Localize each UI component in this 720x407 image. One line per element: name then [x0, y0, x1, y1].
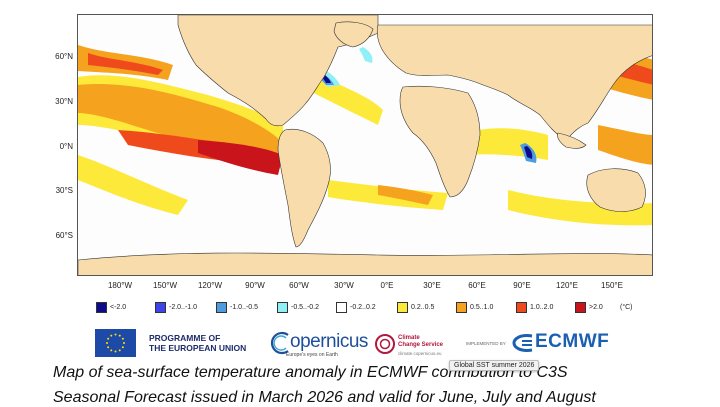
c3s-emblem-icon: [375, 334, 395, 354]
lon-label-90w: 90°W: [245, 281, 265, 290]
eu-star: [107, 337, 110, 340]
lat-label-60s: 60°S: [55, 231, 73, 240]
legend-label: -0.5..-0.2: [291, 303, 320, 311]
legend-item: -0.2..0.2: [336, 301, 376, 313]
western-pacific-warm: [598, 125, 652, 165]
eu-line-2: THE EUROPEAN UNION: [149, 343, 247, 353]
eu-star: [114, 350, 117, 353]
c3s-logo: [374, 333, 396, 360]
legend-label: -2.0..-1.0: [169, 303, 198, 311]
lat-label-60n: 60°N: [55, 52, 73, 61]
legend-item: 0.5..1.0: [456, 301, 493, 313]
lon-label-150w: 150°W: [152, 281, 178, 290]
lon-label-60w: 60°W: [289, 281, 309, 290]
lon-label-30e: 30°E: [423, 281, 441, 290]
legend-swatch: [397, 301, 408, 313]
ecmwf-logo: [512, 333, 534, 358]
legend-swatch: [336, 301, 347, 313]
c3s-url: climate.copernicus.eu: [398, 351, 442, 356]
legend-swatch: [96, 301, 107, 313]
image-tooltip: Global SST summer 2026: [449, 360, 540, 371]
c3s-name: Climate Change Service: [398, 335, 443, 349]
greenland: [333, 21, 374, 48]
legend-item: 1.0..2.0: [516, 301, 553, 313]
implemented-by-label: IMPLEMENTED BY: [466, 341, 506, 346]
copernicus-tagline: Europe's eyes on Earth: [286, 352, 338, 358]
eurasia: [376, 24, 652, 141]
legend-label: 0.2..0.5: [411, 303, 435, 311]
eu-programme-text: PROGRAMME OF THE EUROPEAN UNION: [149, 333, 246, 353]
lon-label-150e: 150°E: [601, 281, 623, 290]
lon-label-60e: 60°E: [468, 281, 486, 290]
pacific-warm-core: [78, 84, 283, 160]
legend-item: -1.0..-0.5: [216, 301, 258, 313]
north-atlantic-cool: [359, 47, 373, 63]
eu-star: [121, 346, 124, 349]
legend-label: <-2.0: [110, 303, 127, 311]
legend-item: <-2.0: [96, 301, 126, 313]
southern-indian-warm: [508, 190, 652, 226]
eu-star: [123, 342, 125, 344]
antarctica: [78, 252, 652, 275]
north-pacific-hot: [88, 53, 163, 75]
eu-star: [107, 346, 110, 349]
legend-label: -1.0..-0.5: [230, 303, 259, 311]
indonesia: [557, 132, 587, 149]
legend-item: -2.0..-1.0: [155, 301, 197, 313]
legend-label: 1.0..2.0: [530, 303, 554, 311]
legend-label: >2.0: [589, 303, 603, 311]
legend-item: -0.5..-0.2: [277, 301, 319, 313]
legend-item: 0.2..0.5: [397, 301, 434, 313]
australia: [586, 168, 646, 212]
legend-swatch: [216, 301, 227, 313]
indian-ocean-cool-strong: [524, 146, 533, 159]
eu-star: [110, 334, 113, 337]
eu-stars-icon: [106, 333, 125, 353]
c3s-line-2: Change Service: [398, 342, 444, 348]
lon-label-180w: 180°W: [107, 281, 133, 290]
eu-star: [118, 334, 121, 337]
map-canvas: [78, 15, 652, 275]
continents: [78, 15, 652, 275]
c3s-line-1: Climate: [398, 335, 420, 341]
south-pacific-warm: [78, 155, 188, 215]
lat-label-0: 0°N: [59, 142, 73, 151]
nino-region-hot: [198, 140, 283, 175]
caption-line-1: Map of sea-surface temperature anomaly i…: [53, 364, 568, 381]
legend-swatch: [575, 301, 586, 313]
ecmwf-wordmark: ECMWF: [535, 331, 610, 352]
lon-label-0e: 0°E: [380, 281, 394, 290]
legend-swatch: [456, 301, 467, 313]
south-atlantic-core: [378, 185, 433, 205]
eu-flag-logo: [95, 329, 136, 357]
legend-swatch: [155, 301, 166, 313]
lon-label-90e: 90°E: [513, 281, 531, 290]
lat-label-30s: 30°S: [55, 186, 73, 195]
lon-label-30w: 30°W: [334, 281, 354, 290]
copernicus-c-icon: [270, 331, 289, 355]
eu-star: [121, 337, 124, 340]
lat-label-30n: 30°N: [55, 97, 73, 106]
eu-star: [110, 349, 113, 352]
lon-label-120e: 120°E: [556, 281, 578, 290]
legend-swatch: [516, 301, 527, 313]
legend-swatch: [277, 301, 288, 313]
south-america: [277, 128, 331, 248]
sst-anomaly-map: [77, 14, 653, 276]
legend-label: 0.5..1.0: [470, 303, 494, 311]
copernicus-wordmark: opernicus: [290, 331, 368, 352]
legend-unit: (°C): [620, 303, 633, 311]
eu-star: [114, 333, 117, 336]
eu-line-1: PROGRAMME OF: [149, 333, 221, 343]
africa: [399, 85, 481, 198]
legend-label: -0.2..0.2: [350, 303, 376, 311]
caption-line-2: Seasonal Forecast issued in March 2026 a…: [53, 389, 596, 406]
lon-label-120w: 120°W: [197, 281, 223, 290]
legend-item: >2.0: [575, 301, 603, 313]
ecmwf-swirl-icon: [512, 334, 533, 352]
north-america: [177, 15, 379, 127]
eu-star: [106, 342, 108, 344]
eu-star: [118, 349, 121, 352]
